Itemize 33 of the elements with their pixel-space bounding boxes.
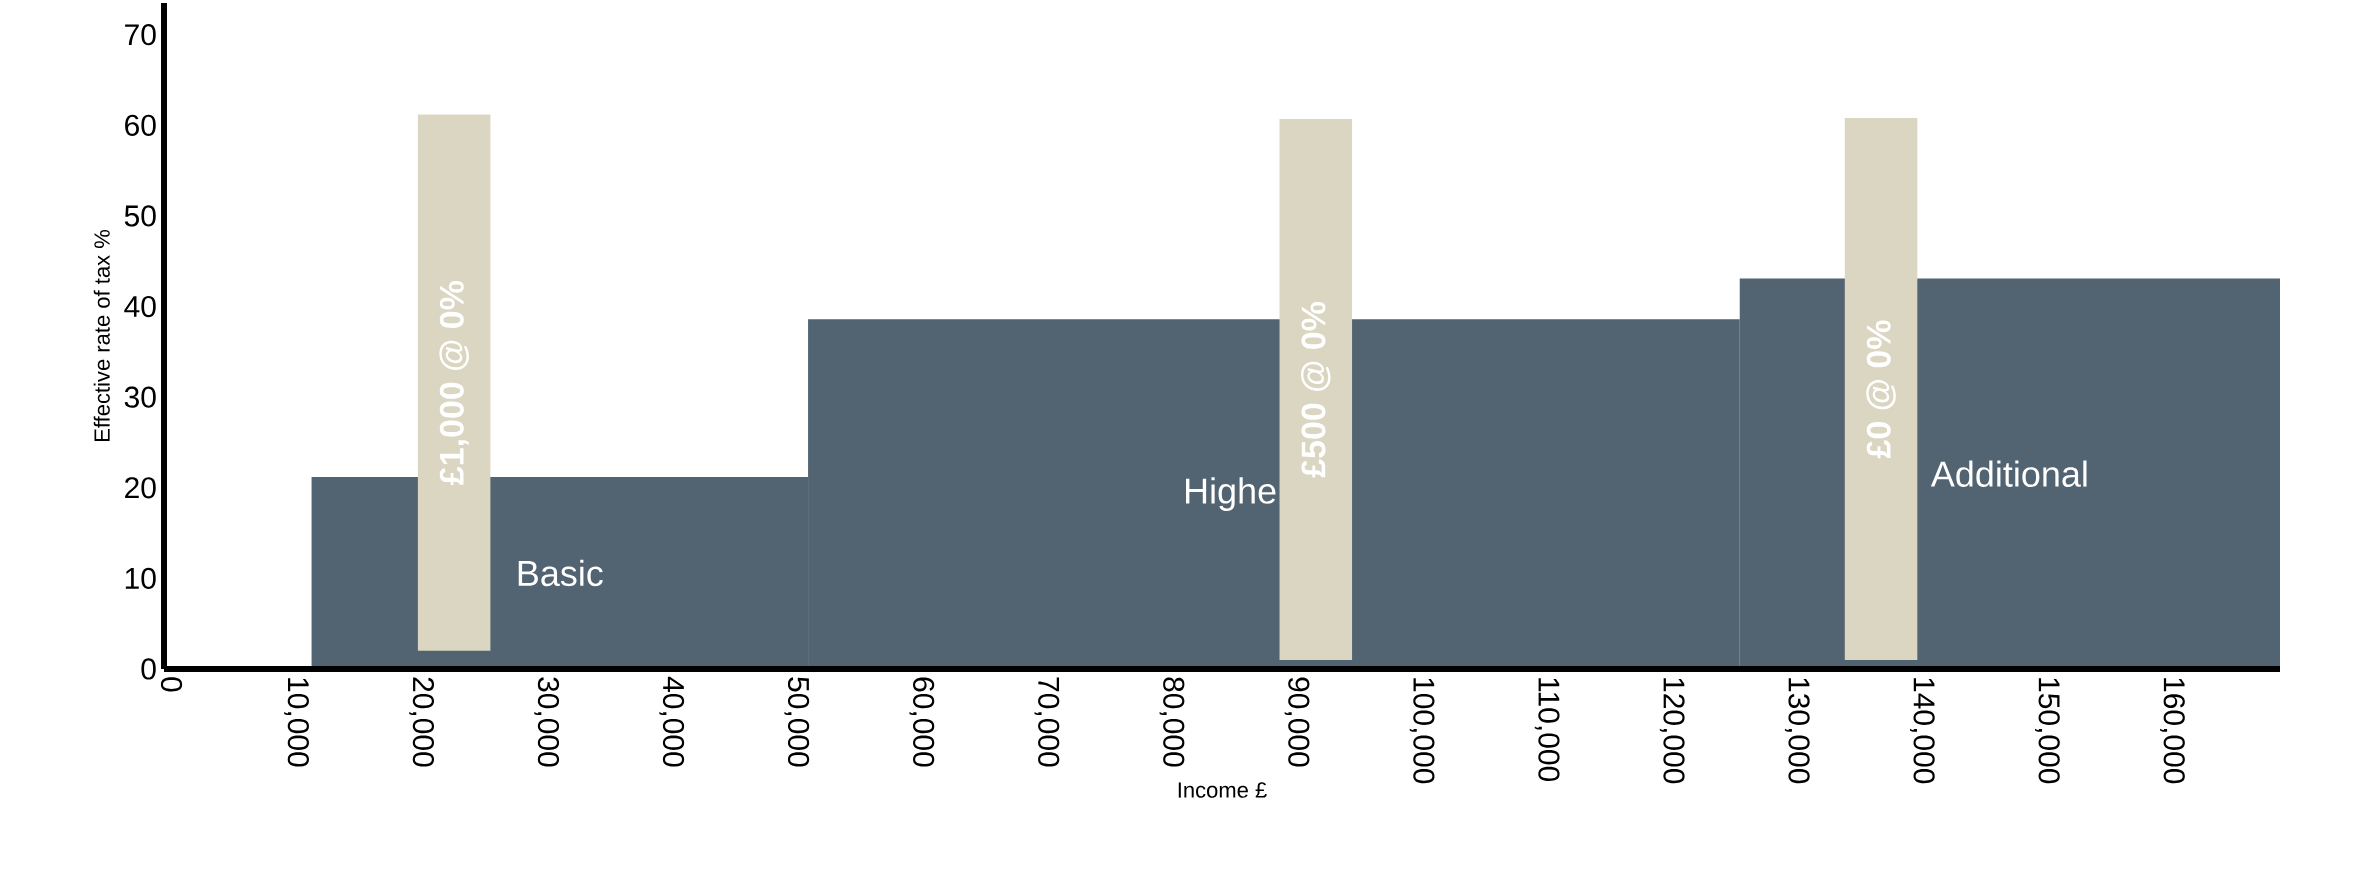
y-tick-label: 40 [124, 295, 156, 318]
y-axis-title: Effective rate of tax % [93, 230, 110, 441]
annotation: Highe [1186, 477, 1276, 511]
x-tick-label: 80,000 [1159, 677, 1185, 767]
y-tick-label: 20 [125, 477, 156, 499]
x-tick-label: 100,000 [1409, 678, 1435, 784]
x-tick-label: 60,000 [909, 677, 935, 767]
series-label: £0 @ 0% [1866, 320, 1896, 459]
x-tick-label: 10,000 [284, 678, 309, 767]
y-tick-label: 70 [125, 24, 156, 46]
y-tick-label: 60 [125, 114, 156, 136]
y-tick-label: 10 [125, 567, 156, 589]
annotation: Additional [1930, 460, 2087, 487]
x-tick-label: 130,000 [1784, 678, 1810, 784]
x-tick-label: 30,000 [534, 677, 560, 767]
x-tick-label: 150,000 [2035, 678, 2060, 784]
x-tick-label: 70,000 [1034, 677, 1060, 767]
x-tick-label: 90,000 [1284, 677, 1310, 767]
x-tick-label: 110,000 [1534, 678, 1560, 782]
y-tick-label: 0 [141, 658, 156, 680]
x-tick-label: 120,000 [1659, 678, 1685, 784]
x-tick-label: 40,000 [659, 676, 685, 767]
series-label: £1,000 @ 0% [439, 281, 469, 485]
x-tick-label: 20,000 [409, 677, 435, 767]
series-label: £500 @ 0% [1301, 302, 1331, 478]
x-tick-label: 50,000 [784, 677, 810, 767]
x-tick-label: 140,000 [1909, 678, 1935, 784]
y-tick-label: 30 [124, 386, 156, 408]
x-axis-title: Income £ [1178, 782, 1267, 798]
x-tick-label: 0 [160, 677, 183, 692]
y-tick-label: 50 [124, 205, 156, 227]
annotation: Basic [518, 559, 603, 587]
x-tick-label: 160,000 [2160, 678, 2185, 784]
